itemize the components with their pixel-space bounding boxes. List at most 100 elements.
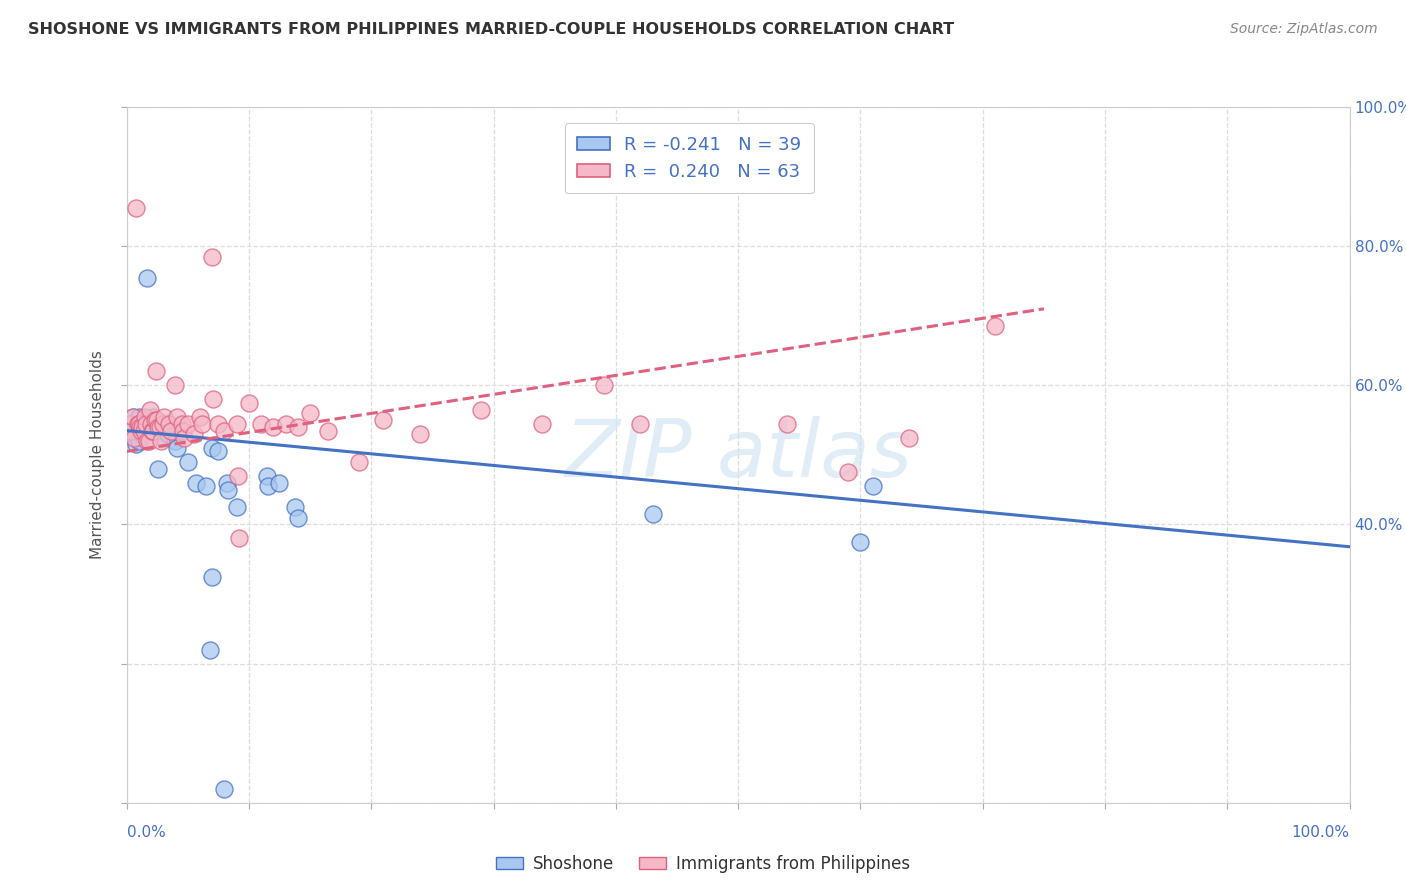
Point bbox=[131, 420, 153, 434]
Point bbox=[776, 417, 799, 431]
Point bbox=[138, 434, 160, 448]
Point bbox=[131, 427, 153, 442]
Point bbox=[127, 417, 149, 431]
Point bbox=[628, 417, 651, 431]
Point bbox=[124, 431, 146, 445]
Point bbox=[153, 409, 176, 424]
Point bbox=[238, 396, 260, 410]
Point bbox=[347, 455, 370, 469]
Point bbox=[531, 417, 554, 431]
Point bbox=[837, 466, 859, 480]
Point bbox=[122, 431, 145, 445]
Point bbox=[132, 424, 155, 438]
Point bbox=[166, 441, 188, 455]
Y-axis label: Married-couple Households: Married-couple Households bbox=[90, 351, 105, 559]
Text: 100.0%: 100.0% bbox=[1292, 825, 1350, 840]
Point bbox=[898, 431, 921, 445]
Point bbox=[145, 364, 167, 378]
Point bbox=[191, 417, 214, 431]
Legend: R = -0.241   N = 39, R =  0.240   N = 63: R = -0.241 N = 39, R = 0.240 N = 63 bbox=[565, 123, 814, 194]
Point bbox=[128, 409, 150, 424]
Point bbox=[136, 270, 159, 285]
Point bbox=[274, 417, 297, 431]
Point bbox=[148, 420, 170, 434]
Point bbox=[121, 409, 143, 424]
Point bbox=[121, 409, 143, 424]
Point bbox=[202, 392, 225, 407]
Text: ZIP atlas: ZIP atlas bbox=[564, 416, 912, 494]
Point bbox=[284, 500, 307, 514]
Point bbox=[250, 417, 273, 431]
Point bbox=[146, 413, 169, 427]
Point bbox=[198, 642, 221, 657]
Point bbox=[177, 455, 200, 469]
Point bbox=[120, 417, 142, 431]
Point bbox=[207, 417, 229, 431]
Point bbox=[139, 417, 162, 431]
Point bbox=[257, 479, 280, 493]
Point bbox=[318, 424, 340, 438]
Point bbox=[287, 420, 309, 434]
Point bbox=[139, 402, 162, 417]
Text: 0.0%: 0.0% bbox=[127, 825, 166, 840]
Point bbox=[215, 475, 238, 490]
Point bbox=[159, 424, 181, 438]
Point bbox=[226, 468, 249, 483]
Legend: Shoshone, Immigrants from Philippines: Shoshone, Immigrants from Philippines bbox=[489, 848, 917, 880]
Point bbox=[134, 409, 156, 424]
Point bbox=[849, 535, 872, 549]
Point bbox=[256, 468, 278, 483]
Point bbox=[152, 417, 174, 431]
Point bbox=[201, 250, 224, 264]
Point bbox=[152, 431, 174, 445]
Point bbox=[125, 437, 148, 451]
Point bbox=[262, 420, 284, 434]
Point bbox=[165, 378, 187, 392]
Point bbox=[225, 500, 247, 514]
Point bbox=[149, 434, 172, 448]
Point bbox=[641, 507, 664, 521]
Point bbox=[287, 510, 309, 524]
Point bbox=[120, 424, 142, 438]
Point bbox=[214, 424, 236, 438]
Point bbox=[129, 420, 152, 434]
Point bbox=[170, 417, 193, 431]
Point bbox=[157, 427, 180, 442]
Point bbox=[146, 424, 169, 438]
Point bbox=[299, 406, 322, 420]
Point bbox=[135, 417, 157, 431]
Text: SHOSHONE VS IMMIGRANTS FROM PHILIPPINES MARRIED-COUPLE HOUSEHOLDS CORRELATION CH: SHOSHONE VS IMMIGRANTS FROM PHILIPPINES … bbox=[28, 22, 955, 37]
Point bbox=[143, 413, 166, 427]
Point bbox=[470, 402, 492, 417]
Point bbox=[862, 479, 884, 493]
Point bbox=[139, 417, 162, 431]
Point bbox=[166, 409, 188, 424]
Point bbox=[177, 417, 200, 431]
Point bbox=[225, 417, 247, 431]
Point bbox=[157, 417, 180, 431]
Point bbox=[173, 431, 195, 445]
Point bbox=[129, 424, 152, 438]
Point bbox=[269, 475, 291, 490]
Point bbox=[186, 475, 208, 490]
Point bbox=[201, 570, 224, 584]
Point bbox=[138, 424, 160, 438]
Point bbox=[165, 434, 187, 448]
Point bbox=[142, 409, 165, 424]
Text: Source: ZipAtlas.com: Source: ZipAtlas.com bbox=[1230, 22, 1378, 37]
Point bbox=[228, 532, 250, 546]
Point bbox=[207, 444, 229, 458]
Point bbox=[195, 479, 218, 493]
Point bbox=[172, 424, 194, 438]
Point bbox=[128, 434, 150, 448]
Point bbox=[183, 427, 205, 442]
Point bbox=[592, 378, 614, 392]
Point bbox=[125, 201, 148, 215]
Point bbox=[122, 424, 145, 438]
Point bbox=[409, 427, 432, 442]
Point bbox=[156, 417, 179, 431]
Point bbox=[136, 434, 159, 448]
Point bbox=[188, 409, 211, 424]
Point bbox=[201, 441, 224, 455]
Point bbox=[129, 417, 152, 431]
